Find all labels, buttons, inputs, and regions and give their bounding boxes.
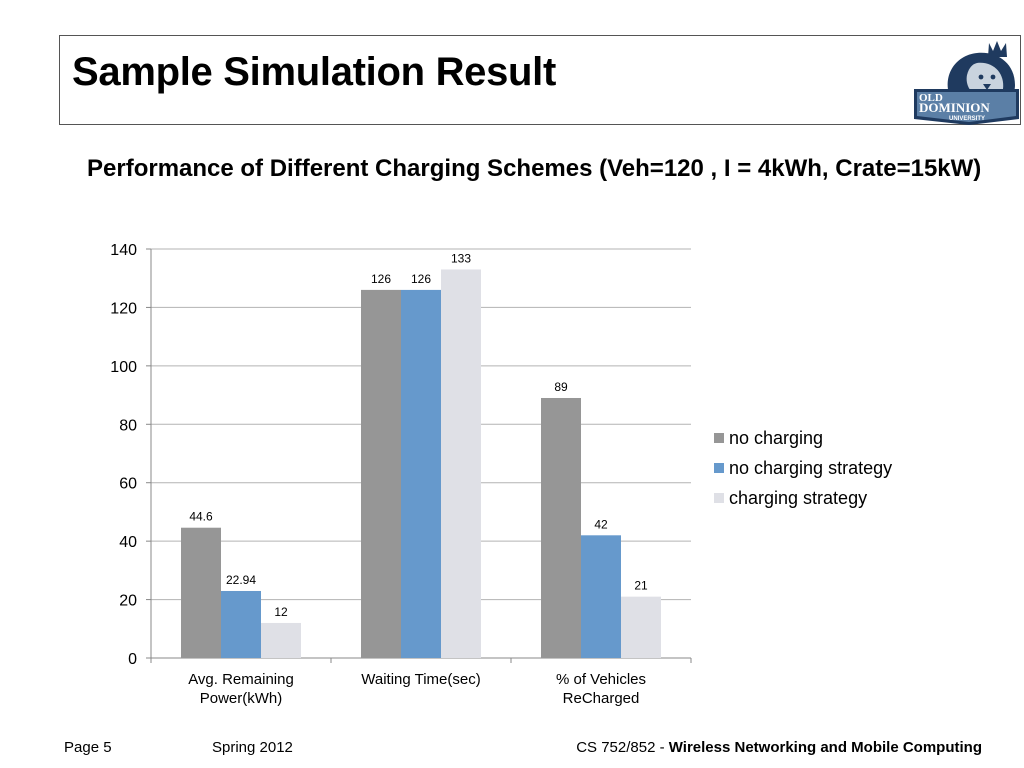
- data-label-1-1: 126: [411, 272, 431, 286]
- bar-2-2: [621, 596, 661, 658]
- footer-course-code: CS 752/852 -: [576, 739, 669, 756]
- title-box: Sample Simulation Result: [59, 35, 1021, 125]
- legend-swatch-0: [714, 433, 724, 443]
- bar-2-1: [441, 269, 481, 658]
- face-shape: [966, 62, 1004, 98]
- eye-left: [978, 74, 984, 80]
- x-category-label-0-0: Avg. Remaining: [188, 671, 294, 688]
- y-tick-label-60: 60: [119, 476, 137, 493]
- slide-title: Sample Simulation Result: [72, 50, 557, 94]
- y-tick-label-40: 40: [119, 534, 137, 551]
- legend-label-2: charging strategy: [729, 488, 867, 508]
- x-category-label-2-0: % of Vehicles: [556, 671, 646, 688]
- university-logo: OLD DOMINION UNIVERSITY: [914, 41, 1019, 125]
- bar-1-1: [401, 289, 441, 658]
- legend-label-0: no charging: [729, 428, 823, 448]
- bar-1-2: [581, 535, 621, 658]
- logo-line1: OLD: [919, 92, 943, 104]
- x-category-label-1-0: Waiting Time(sec): [361, 671, 480, 688]
- legend-swatch-1: [714, 463, 724, 473]
- bar-chart: 0 20 40 60 80 100 120 140 44.6 22.94 12 Avg. Remain…: [110, 242, 892, 707]
- y-tick-label-20: 20: [119, 593, 137, 610]
- footer-course-name: Wireless Networking and Mobile Computing: [668, 739, 982, 756]
- bar-1-0: [221, 590, 261, 658]
- data-label-1-2: 42: [594, 517, 608, 531]
- footer-course: CS 752/852 - Wireless Networking and Mob…: [576, 739, 982, 756]
- nose-shape: [983, 84, 991, 90]
- bar-0-0: [181, 527, 221, 658]
- data-label-2-2: 21: [634, 579, 648, 593]
- legend-label-1: no charging strategy: [729, 458, 892, 478]
- eye-right: [990, 74, 996, 80]
- logo-line2: DOMINION: [919, 100, 990, 115]
- data-label-0-2: 89: [554, 380, 568, 394]
- chart-subtitle: Performance of Different Charging Scheme…: [87, 155, 982, 182]
- bar-0-2: [541, 397, 581, 658]
- bar-2-0: [261, 622, 301, 658]
- lion-head-icon: [947, 41, 1015, 101]
- legend-swatch-2: [714, 493, 724, 503]
- x-category-label-0-1: Power(kWh): [200, 690, 283, 707]
- y-tick-label-120: 120: [110, 300, 137, 317]
- y-tick-label-0: 0: [128, 651, 137, 668]
- y-tick-label-80: 80: [119, 417, 137, 434]
- data-label-2-0: 12: [274, 605, 288, 619]
- data-label-2-1: 133: [451, 251, 471, 265]
- footer-term: Spring 2012: [212, 739, 293, 756]
- x-category-label-2-1: ReCharged: [563, 690, 640, 707]
- data-label-0-0: 44.6: [189, 510, 213, 524]
- data-label-1-0: 22.94: [226, 573, 256, 587]
- bar-0-1: [361, 289, 401, 658]
- y-tick-label-140: 140: [110, 242, 137, 259]
- y-tick-label-100: 100: [110, 359, 137, 376]
- logo-line3: UNIVERSITY: [949, 116, 985, 122]
- banner-inner: [917, 92, 1016, 122]
- footer-page-number: Page 5: [64, 739, 112, 756]
- crown-icon: [988, 41, 1007, 57]
- data-label-0-1: 126: [371, 272, 391, 286]
